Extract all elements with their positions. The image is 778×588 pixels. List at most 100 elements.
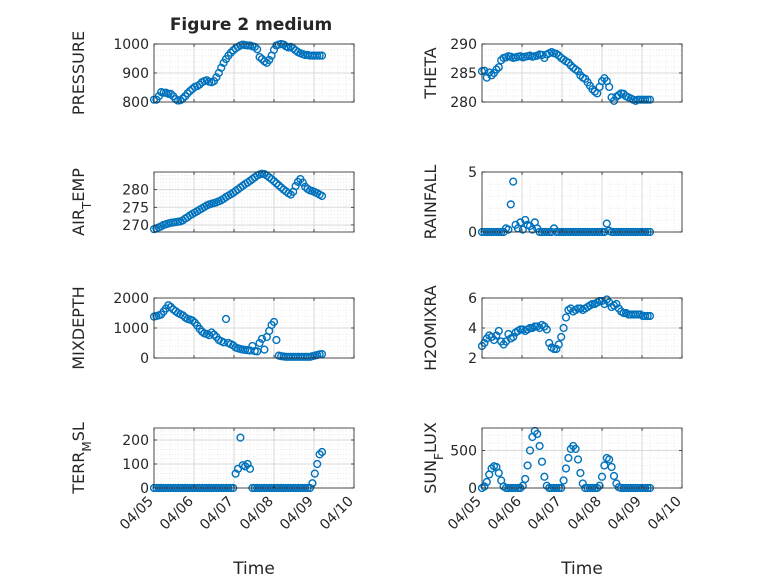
panel-8-data-point <box>525 446 535 455</box>
panel-5-data-point <box>253 347 262 356</box>
panel-8-data-point <box>561 464 571 473</box>
panel-7-y-tick-label: 200 <box>122 433 149 449</box>
panel-1-data-point <box>226 48 235 57</box>
panel-4-data-point <box>602 219 611 228</box>
panel-7-x-axis-label: Time <box>232 559 275 579</box>
panel-1-data-point <box>253 45 262 54</box>
panel-8-data-point <box>480 482 489 491</box>
panel-2-y-tick-label: 285 <box>450 66 477 82</box>
panel-2-data-point <box>573 67 583 76</box>
panel-7-data-point <box>310 469 319 478</box>
panel-8-data-point <box>518 481 527 490</box>
panel-4-y-tick-label: 0 <box>468 225 477 241</box>
panel-5-y-axis-label: MIXDEPTH <box>69 286 88 369</box>
panel-5-data-point <box>317 350 327 359</box>
panel-8-x-tick-label: 04/06 <box>485 493 525 533</box>
panel-1-data-point <box>265 55 274 65</box>
panel-8-data-point <box>576 468 585 478</box>
panel-5-y-tick-label: 0 <box>140 351 149 367</box>
panel-5-data-point <box>207 328 216 337</box>
panel-1-y-tick-label: 900 <box>122 66 149 82</box>
panel-7-x-tick-label: 04/08 <box>237 494 277 534</box>
panel-7-data-point <box>231 469 240 478</box>
panel-8-data-point <box>578 479 587 488</box>
panel-3-y-tick-label: 275 <box>122 200 149 216</box>
panel-7-data-point <box>245 464 255 473</box>
panel-7-y-axis-label: TERRMSL <box>69 422 94 495</box>
panel-7-plot-area <box>154 428 354 488</box>
panel-4-data-point <box>518 225 527 234</box>
panel-8-data-point <box>607 462 616 472</box>
figure-title: Figure 2 medium <box>170 15 332 35</box>
panel-2-y-tick-label: 280 <box>450 95 477 111</box>
panel-4-data-point <box>504 225 513 234</box>
panel-7-data-point <box>236 433 245 442</box>
panel-7-x-tick-label: 04/07 <box>197 494 237 534</box>
panel-6-data-point <box>545 338 554 348</box>
panel-8-data-point <box>595 481 604 490</box>
panel-5-data-point <box>219 338 228 347</box>
panel-7-data-point <box>308 479 317 488</box>
panel-8-data-point <box>533 429 542 439</box>
panel-5-data-point <box>269 317 279 327</box>
panel-2-y-axis-label: THETA <box>421 47 440 99</box>
panel-1-data-point <box>255 52 264 62</box>
panel-8-data-point <box>609 471 619 481</box>
panel-3-y-axis-label: AIRTEMP <box>69 168 94 236</box>
panel-8-data-point <box>597 472 607 481</box>
panel-5-data-point <box>209 330 219 339</box>
panel-6-data-point <box>549 344 559 354</box>
panel-6-data-point <box>600 299 609 309</box>
panel-8-x-tick-label: 04/08 <box>565 494 605 534</box>
panel-8-x-tick-label: 04/07 <box>525 494 565 534</box>
panel-7-data-point <box>241 462 250 471</box>
panel-8-data-point <box>540 472 549 481</box>
panel-3-data-point <box>277 183 286 192</box>
panel-7-y-tick-label: 100 <box>122 457 149 473</box>
panel-3-data-point <box>272 179 281 188</box>
panel-8-y-axis-label: SUNFLUX <box>421 422 446 494</box>
panel-4-y-axis-label: RAINFALL <box>421 165 440 240</box>
panel-6-data-point <box>554 340 563 349</box>
panel-6-data-point <box>480 338 489 348</box>
panel-7-x-tick-label: 04/06 <box>157 493 197 533</box>
panel-3-y-tick-label: 280 <box>122 183 149 199</box>
panel-6-y-tick-label: 2 <box>468 351 477 367</box>
panel-6-data-point <box>542 325 551 334</box>
panel-2-data-point <box>554 51 563 60</box>
panel-7-x-tick-label: 04/05 <box>117 494 157 534</box>
panel-3-data-point <box>291 182 300 191</box>
panel-1-data-point <box>315 51 324 60</box>
panel-4-data-point <box>521 215 530 225</box>
panel-6-data-point <box>645 311 655 321</box>
panel-4-data-point <box>516 218 525 227</box>
panel-8-data-point <box>537 457 547 466</box>
panel-3-data-point <box>269 177 279 186</box>
panel-8-x-tick-label: 04/05 <box>445 494 485 534</box>
panel-6-data-point <box>557 332 566 342</box>
panel-6-y-tick-label: 4 <box>468 321 477 337</box>
panel-6-data-point <box>559 323 568 333</box>
panel-5-data-point <box>272 335 281 345</box>
panel-8-axes-box <box>481 427 683 489</box>
panel-5-data-point <box>221 314 231 324</box>
panel-6-y-axis-label: H2OMIXRA <box>421 285 440 371</box>
panel-5-data-point <box>188 316 197 325</box>
panel-8-data-point <box>487 464 496 473</box>
panel-1-data-point <box>185 86 195 96</box>
panel-3-y-tick-label: 270 <box>122 218 149 234</box>
panel-1-data-point <box>250 42 259 52</box>
panel-4-data-point <box>506 200 515 209</box>
panel-7-data-point <box>313 459 322 469</box>
panel-8-data-point <box>542 481 551 490</box>
panel-1-data-point <box>183 89 192 98</box>
panel-8-data-point <box>559 476 568 485</box>
panel-8-x-tick-label: 04/09 <box>605 494 645 534</box>
panel-8-data-point <box>494 468 503 478</box>
panel-3-data-point <box>298 178 307 187</box>
panel-7-x-tick-label: 04/09 <box>277 494 317 534</box>
panel-8-x-axis-label: Time <box>560 559 603 579</box>
panel-7-data-point <box>243 459 252 469</box>
panel-8-data-point <box>605 455 614 464</box>
